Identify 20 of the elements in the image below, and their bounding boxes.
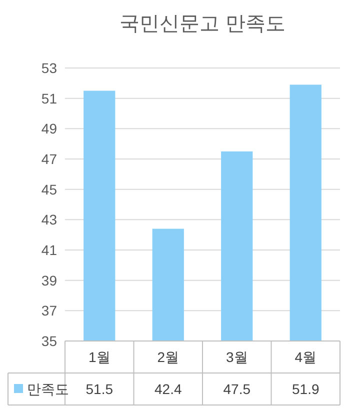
chart-title: 국민신문고 만족도 <box>120 13 286 35</box>
y-tick-label: 47 <box>41 151 58 167</box>
y-tick-label: 37 <box>41 302 58 319</box>
y-tick-label: 53 <box>41 60 58 76</box>
x-tick-label: 1월 <box>88 349 110 365</box>
y-tick-label: 43 <box>41 212 58 228</box>
y-tick-label: 51 <box>41 90 58 106</box>
y-tick-label: 35 <box>41 333 58 349</box>
y-tick-label: 49 <box>41 120 58 137</box>
y-tick-label: 41 <box>41 242 58 258</box>
data-label: 42.4 <box>154 381 182 397</box>
data-label: 51.5 <box>86 381 114 397</box>
y-tick-label: 45 <box>41 181 58 198</box>
x-tick-label: 4월 <box>294 349 317 365</box>
data-label: 51.9 <box>292 381 320 397</box>
legend-label: 만족도 <box>27 381 69 397</box>
x-tick-label: 2월 <box>157 349 180 365</box>
x-tick-label: 3월 <box>226 349 248 365</box>
y-tick-label: 39 <box>41 272 58 288</box>
data-label: 47.5 <box>223 381 251 397</box>
